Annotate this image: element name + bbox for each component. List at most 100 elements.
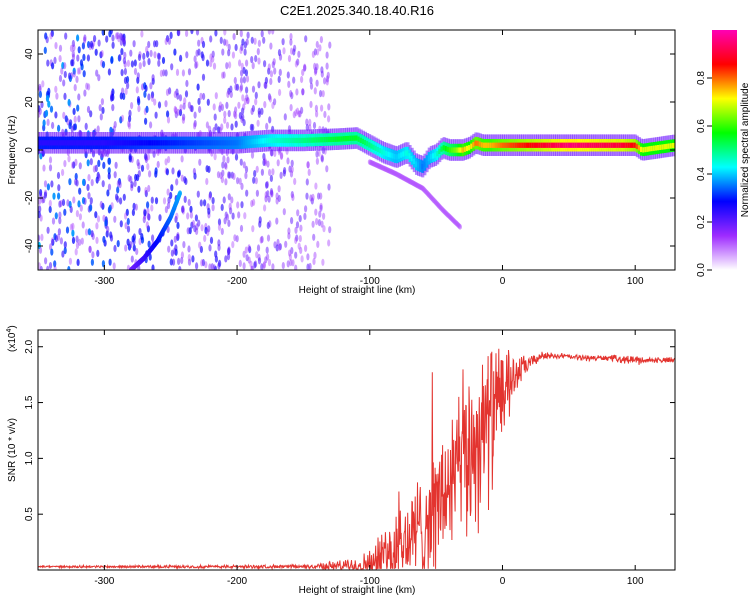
noise-cell	[234, 43, 238, 52]
noise-cell	[263, 60, 267, 68]
snr-axes: -300 -200 -100 0 100 0.5 1.0 1.5 2.0	[24, 330, 675, 587]
noise-cell	[229, 85, 233, 93]
noise-cell	[264, 195, 268, 203]
noise-cell	[224, 255, 228, 263]
noise-cell	[57, 192, 61, 200]
ridge-core	[109, 140, 113, 146]
noise-cell	[309, 194, 313, 202]
ridge-core	[538, 142, 542, 148]
noise-cell	[289, 104, 293, 112]
noise-cell	[130, 102, 134, 110]
noise-cell	[54, 212, 58, 220]
noise-cell	[306, 161, 310, 169]
noise-cell	[322, 212, 326, 220]
ridge-core	[593, 142, 597, 148]
noise-cell	[208, 193, 212, 201]
noise-cell	[176, 221, 180, 230]
noise-cell	[193, 172, 197, 180]
spectrogram-marks	[38, 30, 675, 270]
noise-cell	[119, 38, 123, 46]
noise-cell	[250, 265, 254, 270]
noise-cell	[124, 222, 128, 230]
noise-cell	[71, 50, 75, 58]
ridge-core	[402, 151, 406, 157]
ridge-core	[181, 140, 185, 146]
ridge-core	[291, 137, 295, 144]
noise-cell	[201, 54, 205, 62]
ridge-core	[389, 152, 393, 158]
ridge-core	[434, 152, 438, 158]
noise-cell	[107, 157, 112, 165]
noise-cell	[115, 193, 119, 201]
ridge-core	[92, 140, 96, 146]
noise-cell	[277, 185, 281, 193]
noise-cell	[258, 220, 262, 228]
noise-cell	[254, 177, 258, 185]
noise-cell	[166, 110, 170, 118]
noise-cell	[282, 208, 286, 216]
noise-cell	[72, 70, 76, 78]
noise-cell	[306, 253, 310, 261]
ridge-core	[451, 147, 455, 153]
ridge-core	[548, 142, 552, 148]
noise-cell	[50, 248, 54, 256]
noise-cell	[147, 213, 151, 221]
noise-cell	[151, 264, 155, 270]
noise-cell	[146, 213, 151, 221]
noise-cell	[239, 30, 243, 38]
noise-cell	[69, 223, 73, 231]
ridge-core	[96, 140, 100, 146]
noise-cell	[266, 234, 271, 242]
noise-cell	[107, 68, 111, 76]
noise-cell	[303, 64, 307, 72]
noise-cell	[200, 259, 204, 267]
noise-cell	[292, 76, 296, 84]
snr-xtick-label: 100	[627, 576, 644, 587]
noise-cell	[56, 171, 61, 180]
noise-cell	[79, 59, 84, 67]
noise-cell	[95, 236, 99, 244]
ridge-core	[374, 145, 378, 151]
noise-cell	[94, 164, 98, 172]
noise-cell	[72, 44, 76, 52]
noise-cell	[75, 235, 79, 243]
ridge-core	[45, 140, 49, 146]
noise-cell	[190, 105, 194, 113]
ridge-core	[272, 137, 276, 144]
noise-cell	[327, 103, 331, 111]
noise-cell	[312, 233, 316, 241]
ridge-core	[344, 136, 348, 142]
noise-cell	[315, 157, 319, 165]
noise-cell	[263, 204, 267, 212]
spectrogram-xlabel: Height of straight line (km)	[299, 285, 416, 296]
noise-cell	[221, 169, 225, 177]
noise-cell	[124, 244, 128, 252]
noise-cell	[53, 260, 57, 268]
noise-cell	[225, 213, 229, 221]
ridge-core	[612, 142, 616, 148]
noise-cell	[164, 206, 168, 214]
noise-cell	[72, 107, 76, 116]
ridge-core	[608, 142, 612, 148]
noise-cell	[165, 88, 170, 96]
noise-cell	[321, 90, 325, 98]
noise-cell	[147, 184, 151, 193]
noise-cell	[44, 109, 49, 117]
ridge-core	[599, 142, 603, 148]
ridge-core	[73, 140, 77, 146]
ridge-core	[77, 140, 81, 146]
ridge-core	[368, 142, 372, 148]
noise-cell	[181, 69, 185, 77]
noise-cell	[179, 54, 183, 63]
noise-cell	[199, 245, 203, 254]
ridge-core	[550, 142, 554, 148]
noise-cell	[277, 49, 282, 57]
noise-cell	[127, 120, 131, 128]
noise-cell	[75, 210, 79, 218]
ridge-core	[527, 142, 531, 148]
ridge-core	[408, 153, 412, 159]
noise-cell	[203, 199, 207, 207]
noise-cell	[223, 161, 228, 169]
ridge-core	[302, 137, 306, 144]
ridge-core	[64, 140, 68, 146]
